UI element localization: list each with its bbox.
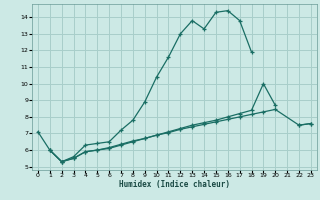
X-axis label: Humidex (Indice chaleur): Humidex (Indice chaleur) <box>119 180 230 189</box>
